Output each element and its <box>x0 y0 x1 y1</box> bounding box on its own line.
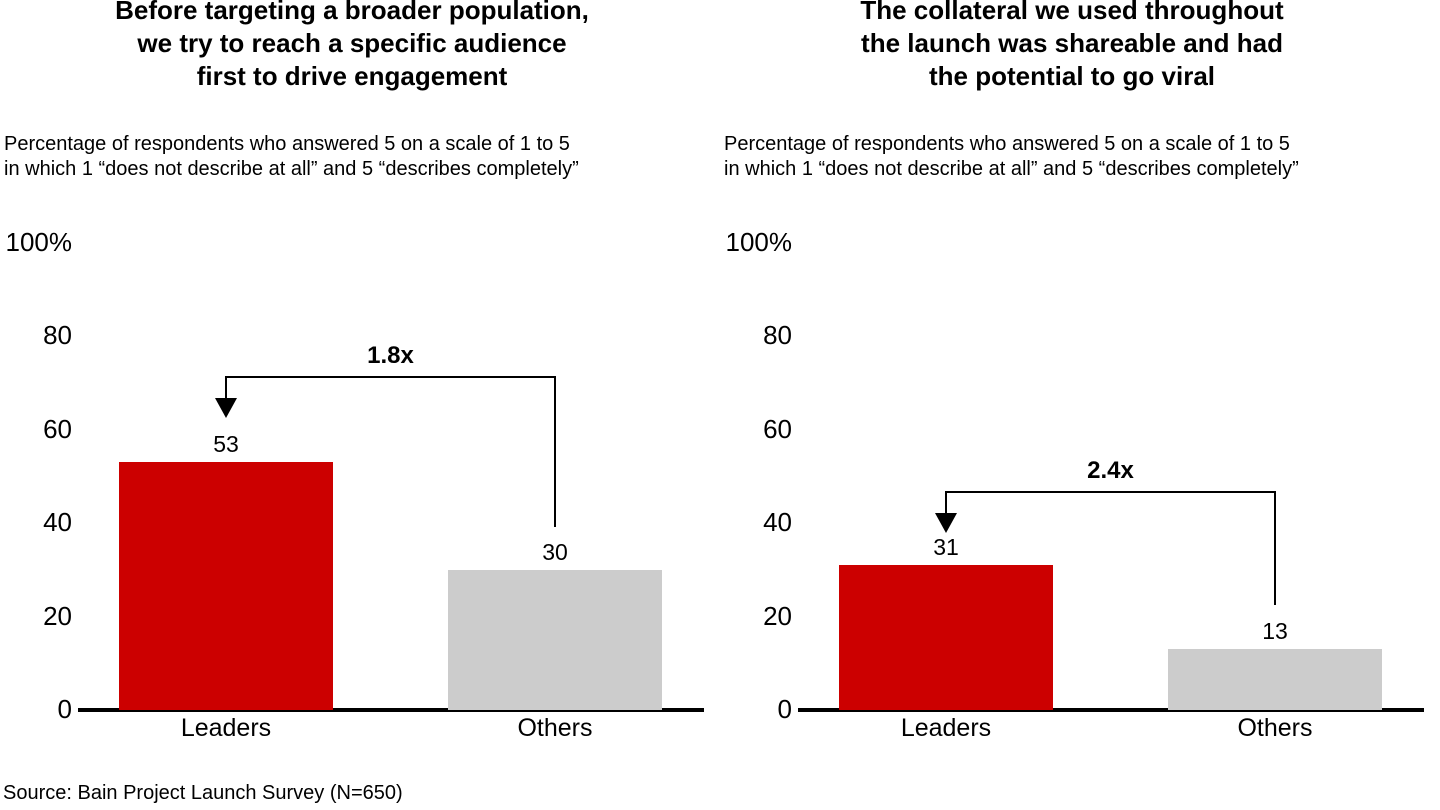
bar-value-label: 53 <box>213 431 239 457</box>
y-tick-label: 80 <box>763 320 792 351</box>
source-note: Source: Bain Project Launch Survey (N=65… <box>3 782 403 804</box>
y-tick-label: 80 <box>43 320 72 351</box>
y-tick-label: 60 <box>763 413 792 444</box>
y-tick-label: 100% <box>725 227 793 257</box>
chart-subtitle-left: Percentage of respondents who answered 5… <box>4 133 579 180</box>
x-axis-line <box>798 708 1424 712</box>
y-tick-label: 60 <box>43 413 72 444</box>
multiplier-label: 1.8x <box>367 342 414 369</box>
multiplier-bracket-right-vertical-line <box>1274 491 1276 605</box>
multiplier-bracket-left-vertical-line <box>225 376 227 398</box>
multiplier-arrowhead-icon <box>215 398 237 418</box>
chart-panel-left: Before targeting a broader population, w… <box>4 0 704 742</box>
multiplier-bracket-horizontal-line <box>945 491 1276 493</box>
chart-title-left: Before targeting a broader population, w… <box>115 0 589 91</box>
x-category-label: Leaders <box>900 714 992 742</box>
x-category-label: Leaders <box>180 714 272 742</box>
y-tick-label: 20 <box>763 600 792 631</box>
x-category-label: Others <box>517 714 593 742</box>
bar-leaders <box>839 565 1053 710</box>
bar-value-label: 30 <box>542 539 568 565</box>
bar-value-label: 13 <box>1262 618 1288 644</box>
x-axis-line <box>78 708 704 712</box>
bar-others <box>448 570 662 710</box>
multiplier-label: 2.4x <box>1087 457 1134 484</box>
chart-subtitle-right: Percentage of respondents who answered 5… <box>724 133 1299 180</box>
plot-area-left: 100% 80 60 40 20 0 53 Leaders 30 Others 1.8x <box>5 227 704 742</box>
bar-leaders <box>119 462 333 710</box>
y-tick-label: 100% <box>5 227 73 257</box>
plot-area-right: 100% 80 60 40 20 0 31 Leaders 13 Others 2.4x <box>720 0 1440 810</box>
y-tick-label: 20 <box>43 600 72 631</box>
multiplier-bracket-left-vertical-line <box>945 491 947 513</box>
multiplier-arrowhead-icon <box>935 513 957 533</box>
y-tick-label: 40 <box>43 507 72 538</box>
y-tick-label: 0 <box>777 694 792 724</box>
x-category-label: Others <box>1237 714 1313 742</box>
bar-value-label: 31 <box>933 534 959 560</box>
y-tick-label: 40 <box>763 507 792 538</box>
chart-panel-right: The collateral we used throughout the la… <box>720 0 1440 810</box>
chart-title-right: The collateral we used throughout the la… <box>860 0 1284 91</box>
multiplier-bracket-horizontal-line <box>225 376 556 378</box>
bar-others <box>1168 649 1382 710</box>
y-tick-label: 0 <box>57 694 72 724</box>
multiplier-bracket-right-vertical-line <box>554 376 556 527</box>
